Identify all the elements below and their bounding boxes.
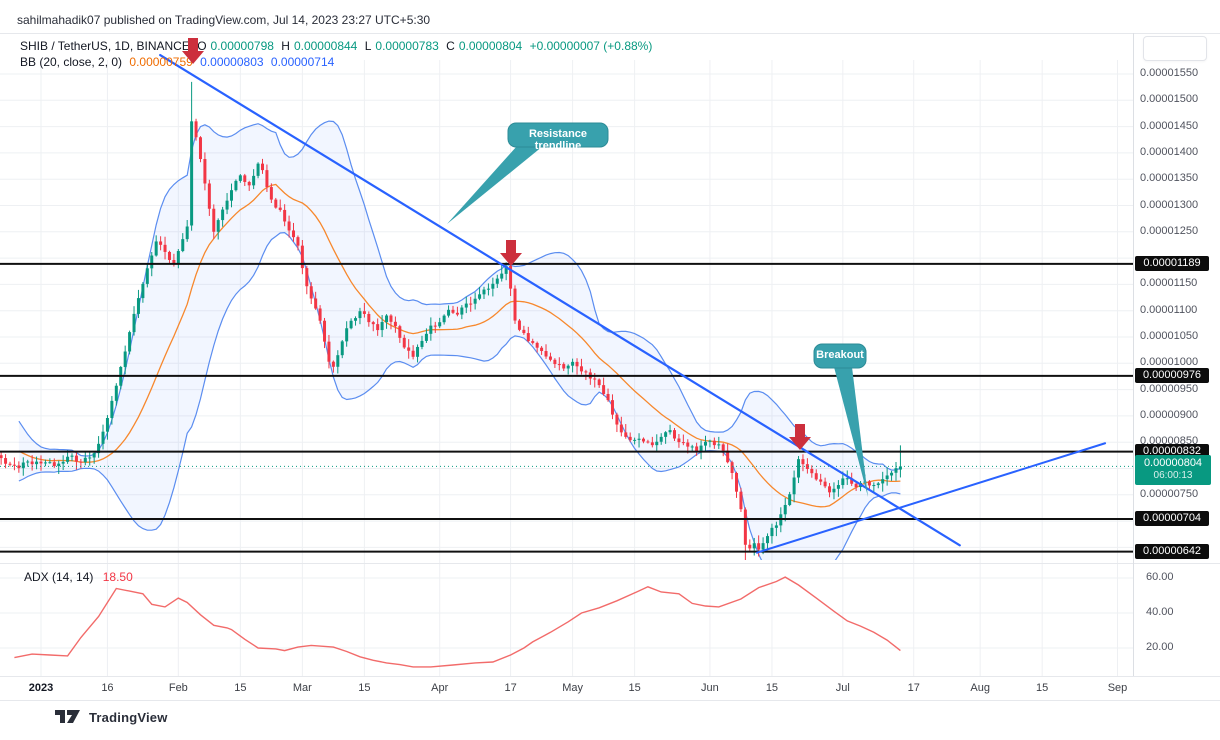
adx-axis-tick: 60.00 <box>1146 571 1174 583</box>
price-axis-divider[interactable] <box>1133 33 1134 676</box>
time-axis-tick[interactable]: Aug <box>970 682 990 694</box>
price-axis-tick: 0.00001150 <box>1140 277 1198 290</box>
adx-axis-tick: 20.00 <box>1146 641 1174 653</box>
callout-label[interactable]: Resistance trendline <box>528 128 588 152</box>
published-header: sahilmahadik07 published on TradingView.… <box>17 13 431 27</box>
price-axis-tick: 0.00000950 <box>1140 382 1199 395</box>
time-axis-tick[interactable]: Jul <box>835 682 850 694</box>
adx-legend[interactable]: ADX (14, 14) 18.50 <box>24 570 133 584</box>
bb-title: BB (20, close, 2, 0) <box>20 55 123 69</box>
low-value: 0.00000783 <box>375 39 439 53</box>
time-axis-tick[interactable]: Feb <box>168 682 188 694</box>
high-value: 0.00000844 <box>293 39 358 53</box>
adx-title: ADX (14, 14) <box>24 570 94 584</box>
bb-lower-value: 0.00000714 <box>270 55 335 69</box>
bb-basis-value: 0.00000759 <box>129 55 193 69</box>
price-axis-tick: 0.00000750 <box>1140 487 1199 500</box>
time-axis-tick[interactable]: 2023 <box>28 682 54 694</box>
price-level-tag: 0.00000976 <box>1135 367 1209 383</box>
close-label: C <box>446 39 455 53</box>
open-label: O <box>197 39 207 53</box>
time-axis-tick[interactable]: May <box>562 682 583 694</box>
price-axis-tick: 0.00001250 <box>1140 224 1199 237</box>
price-axis-tick: 0.00001350 <box>1140 172 1199 185</box>
tradingview-logo-icon[interactable] <box>55 708 81 726</box>
time-axis-tick[interactable]: Apr <box>431 682 449 694</box>
time-axis-tick[interactable]: 17 <box>907 682 920 694</box>
time-axis-tick[interactable]: 17 <box>504 682 517 694</box>
price-axis-tick: 0.00000900 <box>1140 408 1199 421</box>
price-level-tag: 0.00001189 <box>1135 255 1209 271</box>
price-axis-tick: 0.00001450 <box>1140 119 1199 132</box>
price-level-tag: 0.00000704 <box>1135 510 1209 526</box>
open-value: 0.00000798 <box>210 39 274 53</box>
time-axis-tick[interactable]: 15 <box>628 682 641 694</box>
bb-legend[interactable]: BB (20, close, 2, 0) 0.00000759 0.000008… <box>20 55 338 69</box>
price-axis-tick: 0.00001300 <box>1140 198 1199 211</box>
change-value: +0.00000007 (+0.88%) <box>529 39 653 53</box>
adx-value: 18.50 <box>102 570 133 584</box>
price-axis-tick: 0.00001400 <box>1140 145 1199 158</box>
price-axis-tick: 0.00001000 <box>1140 356 1199 369</box>
time-axis-tick[interactable]: 16 <box>101 682 114 694</box>
time-axis-tick[interactable]: 15 <box>234 682 247 694</box>
price-axis-tick: 0.00001050 <box>1140 330 1199 342</box>
time-axis-tick[interactable]: Mar <box>292 682 312 694</box>
last-price-value: 0.00000804 <box>1143 457 1203 470</box>
last-price-tag: 0.00000804 06:00:13 <box>1135 455 1211 486</box>
adx-axis-tick: 40.00 <box>1146 606 1174 618</box>
price-axis-tick: 0.00001500 <box>1140 93 1199 106</box>
bb-upper-value: 0.00000803 <box>200 55 264 69</box>
time-axis-tick[interactable]: 15 <box>1036 682 1049 694</box>
footer-divider <box>0 700 1220 701</box>
time-axis-divider <box>0 676 1220 677</box>
time-axis-tick[interactable]: Jun <box>701 682 719 694</box>
close-value: 0.00000804 <box>458 39 523 53</box>
price-level-tag: 0.00000832 <box>1135 443 1209 459</box>
axis-settings-box[interactable] <box>1143 36 1207 61</box>
price-axis-tick: 0.00001100 <box>1140 303 1198 316</box>
tradingview-brand-text[interactable]: TradingView <box>89 709 168 725</box>
bar-countdown: 06:00:13 <box>1153 470 1193 482</box>
callout-label[interactable]: Breakout <box>816 349 864 361</box>
price-axis-tick: 0.00001550 <box>1140 67 1199 79</box>
time-axis-tick[interactable]: Sep <box>1107 682 1128 694</box>
low-label: L <box>364 39 372 53</box>
pane-divider[interactable] <box>0 563 1220 564</box>
symbol-title: SHIB / TetherUS, 1D, BINANCE <box>20 39 190 53</box>
time-axis-tick[interactable]: 15 <box>765 682 779 694</box>
high-label: H <box>281 39 290 53</box>
header-divider <box>0 33 1220 34</box>
symbol-legend[interactable]: SHIB / TetherUS, 1D, BINANCE O 0.00000798… <box>20 39 656 53</box>
time-axis-tick[interactable]: 15 <box>358 682 371 694</box>
price-level-tag: 0.00000642 <box>1135 543 1209 559</box>
